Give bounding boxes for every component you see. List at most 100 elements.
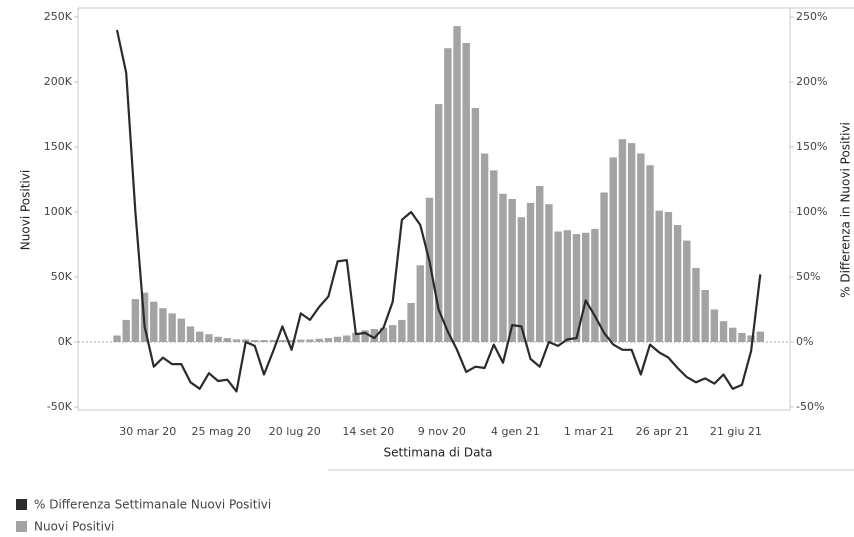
y-tick-label: 250K [44,10,73,23]
bar [738,332,746,342]
bar [627,143,636,342]
y-tick-label: 100K [44,205,73,218]
bar [692,267,700,342]
bar [480,153,489,342]
bar [297,339,305,342]
x-tick-label: 14 set 20 [342,425,394,438]
bar [618,139,627,342]
bar [343,335,351,342]
bar [159,308,167,342]
y2-tick-label: -50% [796,400,824,413]
y-tick-label: 150K [44,140,73,153]
bar [673,225,682,342]
bar [150,301,158,342]
bar [186,326,195,342]
bar [389,325,397,342]
x-tick-label: 1 mar 21 [564,425,614,438]
x-tick-label: 30 mar 20 [119,425,176,438]
bar [683,240,691,342]
bar [416,265,424,342]
x-tick-label: 21 giu 21 [710,425,762,438]
bar [306,339,314,342]
y2-tick-label: 150% [796,140,827,153]
bar [572,234,581,342]
bar [352,332,360,342]
y2-tick-label: 250% [796,10,827,23]
bar [315,338,323,342]
bar [710,309,719,342]
x-tick-label: 9 nov 20 [418,425,466,438]
bar [526,202,535,342]
bar [324,338,333,342]
x-tick-label: 26 apr 21 [636,425,689,438]
bar [407,303,415,342]
bar [508,199,516,342]
y2-axis-title: % Differenza in Nuovi Positivi [839,122,853,298]
bar [113,335,121,342]
bar [205,334,213,342]
y-tick-label: 50K [51,270,73,283]
y-tick-label: 200K [44,75,73,88]
bar [729,327,737,342]
bar [609,157,617,342]
bar [563,230,572,342]
x-tick-label: 20 lug 20 [269,425,321,438]
bar [545,204,553,342]
line [115,29,762,393]
bar [747,335,755,342]
bar [462,43,470,342]
x-axis-title: Settimana di Data [384,446,493,460]
bar [536,186,544,342]
bar [664,212,673,342]
bar [554,231,562,342]
bar [232,339,241,342]
bar [333,336,342,342]
y2-tick-label: 50% [796,270,820,283]
bar [756,331,764,342]
bar [453,26,461,342]
y-tick-label: 0K [58,335,73,348]
bar [701,290,709,342]
bar [637,153,645,342]
bar [719,321,728,342]
bar [196,331,204,342]
bar [517,217,526,342]
bar [370,329,379,342]
legend-label: Nuovi Positivi [34,520,114,534]
bar [646,165,654,342]
bar [223,338,231,342]
y2-tick-label: 100% [796,205,827,218]
y2-tick-label: 0% [796,335,813,348]
bar [379,327,388,342]
bar [361,330,369,342]
bar [122,319,130,342]
y-axis-title: Nuovi Positivi [19,170,33,250]
bar [490,170,498,342]
bar [499,193,507,342]
bar [168,313,176,342]
y2-tick-label: 200% [796,75,827,88]
bar [581,232,590,342]
legend-swatch [16,499,27,510]
y-tick-label: -50K [47,400,73,413]
bar [260,340,268,342]
legend-label: % Differenza Settimanale Nuovi Positivi [34,498,271,512]
bar [471,108,480,342]
bar [251,340,259,342]
bar [241,339,250,342]
bar [444,48,452,342]
bar [425,197,434,342]
x-tick-label: 25 mag 20 [192,425,251,438]
bar [177,318,186,342]
bar [278,340,287,342]
bar [131,299,140,342]
bar [591,228,599,342]
bar [655,210,663,342]
legend-swatch [16,521,27,532]
bar [600,192,608,342]
bar [287,340,296,342]
bar [434,104,443,342]
bar [398,319,406,342]
bar [214,336,222,342]
